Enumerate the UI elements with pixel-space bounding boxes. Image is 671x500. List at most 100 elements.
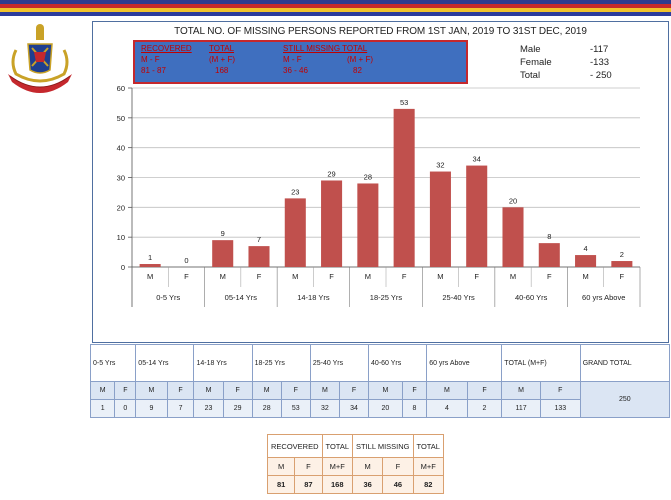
- x-subcategory-label: M: [582, 272, 588, 281]
- x-subcategory-label: F: [620, 272, 625, 281]
- table-group-header: 25-40 Yrs: [309, 344, 370, 382]
- total-label: Total: [520, 70, 541, 81]
- bar: [538, 243, 560, 267]
- bar-data-label: 2: [620, 250, 624, 259]
- x-subcategory-label: M: [292, 272, 298, 281]
- police-emblem-icon: [8, 24, 72, 93]
- bar: [611, 261, 633, 267]
- y-tick-label: 30: [117, 174, 125, 183]
- summary-cell: M: [266, 457, 296, 476]
- bar-data-label: 7: [257, 235, 261, 244]
- gender-totals: Male -117 Female -133 Total - 250: [520, 43, 640, 82]
- bar-data-label: 29: [327, 169, 335, 178]
- x-group-label: 40-60 Yrs: [515, 293, 548, 302]
- bar-data-label: 20: [509, 196, 517, 205]
- total-row-male: Male -117: [520, 43, 640, 56]
- bar: [284, 198, 306, 267]
- summary-header: RECOVERED: [267, 434, 323, 458]
- chart-title: TOTAL NO. OF MISSING PERSONS REPORTED FR…: [174, 26, 587, 37]
- bar-data-label: 9: [221, 229, 225, 238]
- bar: [393, 108, 415, 267]
- table-cell: M: [309, 381, 340, 400]
- summary-cell: 82: [412, 475, 444, 494]
- table-cell: 20: [368, 399, 403, 418]
- x-subcategory-label: F: [547, 272, 552, 281]
- recovery-summary-table: RECOVERED TOTAL STILL MISSING TOTAL M F …: [266, 434, 444, 494]
- table-cell: M: [501, 381, 541, 400]
- table-cell: M: [135, 381, 168, 400]
- table-cell: F: [539, 381, 581, 400]
- bar-data-label: 32: [436, 161, 444, 170]
- table-cell: F: [466, 381, 503, 400]
- bar: [139, 264, 161, 267]
- summary-header: TOTAL: [412, 434, 444, 458]
- table-cell: 0: [114, 399, 137, 418]
- table-cell: F: [280, 381, 311, 400]
- bar: [212, 240, 234, 267]
- summary-cell: 46: [382, 475, 414, 494]
- y-tick-label: 10: [117, 233, 125, 242]
- summary-value-row: 81 87 168 36 46 82: [266, 475, 444, 494]
- x-subcategory-label: F: [402, 272, 407, 281]
- stripe-red: [0, 4, 671, 8]
- summary-cell: M: [351, 457, 384, 476]
- table-cell: F: [114, 381, 137, 400]
- table-cell: F: [338, 381, 370, 400]
- table-cell: M: [251, 381, 282, 400]
- summary-cell: F: [294, 457, 323, 476]
- rec-row3-still: 36 - 46: [283, 66, 308, 75]
- table-cell: F: [222, 381, 253, 400]
- stripe-blue: [0, 0, 671, 4]
- grand-total-value: 250: [579, 381, 671, 418]
- rec-row3-total: 168: [215, 66, 229, 75]
- table-cell: 23: [193, 399, 224, 418]
- x-subcategory-label: F: [257, 272, 262, 281]
- bar-chart: 01020304050601M0F9M7F23M29F28M53F32M34F2…: [117, 84, 641, 307]
- table-cell: 9: [135, 399, 168, 418]
- table-cell: M: [89, 381, 116, 400]
- summary-cell: 36: [351, 475, 384, 494]
- summary-cell: F: [382, 457, 414, 476]
- table-cell: 4: [426, 399, 468, 418]
- table-cell: 29: [222, 399, 253, 418]
- table-group-header: 14-18 Yrs: [193, 344, 253, 382]
- x-subcategory-label: F: [184, 272, 189, 281]
- summary-cell: 168: [321, 475, 354, 494]
- total-value: -133: [590, 57, 610, 68]
- bar-data-label: 1: [148, 253, 152, 262]
- total-row-female: Female -133: [520, 56, 640, 69]
- x-group-label: 14-18 Yrs: [297, 293, 330, 302]
- y-tick-label: 0: [121, 263, 125, 272]
- table-cell: F: [401, 381, 428, 400]
- table-cell: 133: [539, 399, 581, 418]
- table-group-header: 05-14 Yrs: [135, 344, 195, 382]
- bar: [321, 180, 343, 267]
- bar-data-label: 8: [547, 232, 551, 241]
- summary-cell: 87: [294, 475, 323, 494]
- summary-header: STILL MISSING: [352, 434, 414, 458]
- x-subcategory-label: M: [147, 272, 153, 281]
- x-group-label: 60 yrs Above: [582, 293, 625, 302]
- y-tick-label: 20: [117, 203, 125, 212]
- table-cell: 8: [401, 399, 428, 418]
- table-cell: M: [426, 381, 468, 400]
- rec-row2-total: (M + F): [209, 55, 235, 64]
- bar-data-label: 28: [364, 172, 372, 181]
- x-group-label: 18-25 Yrs: [370, 293, 403, 302]
- bar-data-label: 23: [291, 187, 299, 196]
- bar: [429, 171, 451, 267]
- total-value: - 250: [590, 70, 612, 81]
- rec-row2-still: M - F: [283, 55, 302, 64]
- x-subcategory-label: M: [437, 272, 443, 281]
- bar: [502, 207, 524, 267]
- x-subcategory-label: F: [329, 272, 334, 281]
- y-tick-label: 40: [117, 144, 125, 153]
- table-group-header: 60 yrs Above: [426, 344, 503, 382]
- rec-header-still-missing: STILL MISSING TOTAL: [283, 44, 368, 53]
- x-subcategory-label: F: [474, 272, 479, 281]
- header-stripes: [0, 0, 671, 16]
- table-group-header: 0-5 Yrs: [89, 344, 137, 382]
- rec-row2-mf: M - F: [141, 55, 160, 64]
- bar-data-label: 53: [400, 98, 408, 107]
